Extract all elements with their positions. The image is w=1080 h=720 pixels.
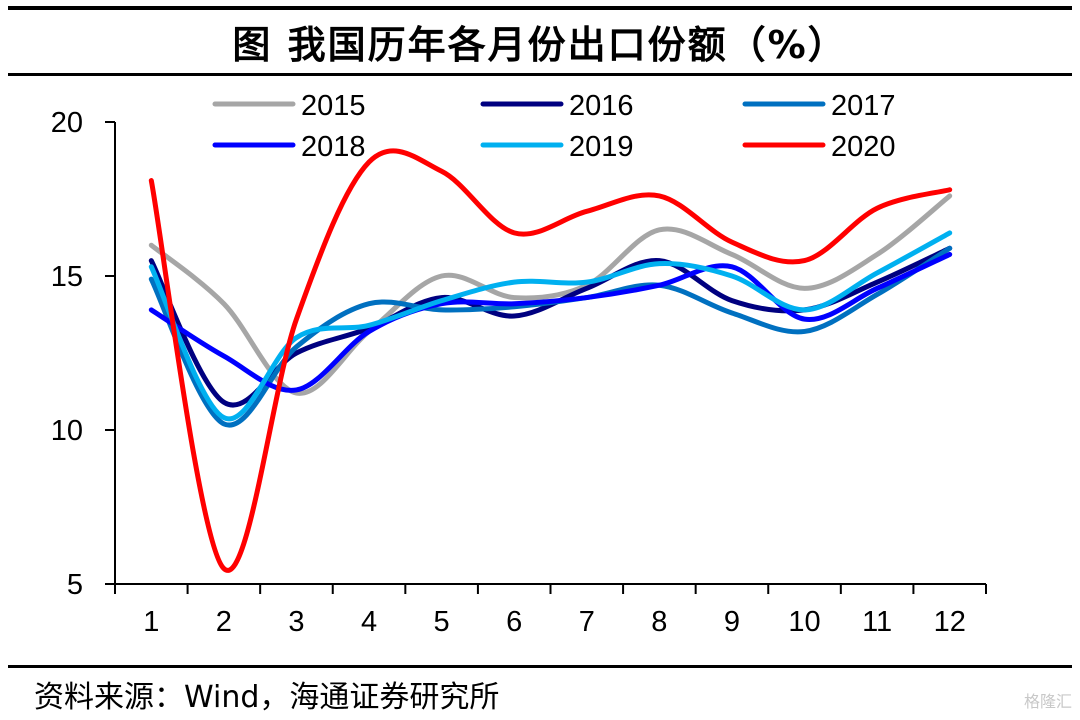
footer-rule <box>8 665 1072 668</box>
source-note: 资料来源：Wind，海通证券研究所 <box>34 680 500 715</box>
x-tick-label: 1 <box>143 606 159 638</box>
x-tick-label: 5 <box>434 606 450 638</box>
series-layer <box>148 148 953 573</box>
x-tick-label: 6 <box>506 606 522 638</box>
x-tick-label: 3 <box>288 606 304 638</box>
y-tick-label: 10 <box>51 415 83 447</box>
legend-label-2020: 2020 <box>831 131 896 163</box>
series-line-2020 <box>148 148 953 573</box>
x-tick-label: 10 <box>788 606 820 638</box>
series-line-2017 <box>148 245 953 428</box>
chart-title: 图 我国历年各月份出口份额（%） <box>232 23 848 67</box>
series-line-2018 <box>148 251 953 393</box>
x-tick-label: 8 <box>651 606 667 638</box>
x-tick-label: 7 <box>579 606 595 638</box>
top-rule <box>8 6 1072 10</box>
legend: 2015 2016 2017 2018 2019 2020 <box>212 90 896 163</box>
series-line-2019 <box>148 230 953 422</box>
legend-label-2016: 2016 <box>569 90 634 122</box>
x-tick-label: 4 <box>361 606 377 638</box>
legend-label-2019: 2019 <box>569 131 634 163</box>
x-tick-label: 9 <box>724 606 740 638</box>
x-tick-label: 11 <box>862 606 892 638</box>
legend-label-2018: 2018 <box>301 131 366 163</box>
title-rule <box>8 73 1072 76</box>
watermark: 格隆汇 <box>1023 692 1072 711</box>
y-tick-label: 20 <box>51 107 83 139</box>
y-tick-label: 15 <box>51 261 83 293</box>
y-tick-label: 5 <box>67 569 83 601</box>
legend-label-2017: 2017 <box>831 90 896 122</box>
legend-label-2015: 2015 <box>301 90 366 122</box>
x-tick-label: 12 <box>934 606 966 638</box>
x-tick-label: 2 <box>216 606 232 638</box>
